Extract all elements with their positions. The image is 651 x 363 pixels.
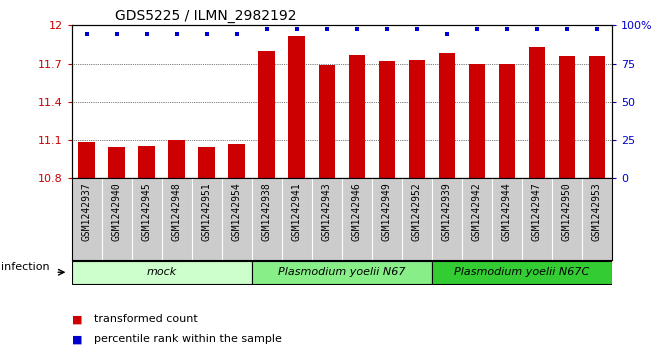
Point: [201, 31, 212, 37]
Text: GSM1242937: GSM1242937: [81, 182, 92, 241]
Text: GSM1242950: GSM1242950: [562, 182, 572, 241]
Bar: [499, 64, 515, 178]
Point: [111, 31, 122, 37]
Bar: [139, 146, 155, 178]
Point: [292, 26, 302, 32]
Text: GSM1242941: GSM1242941: [292, 182, 302, 241]
Bar: [378, 61, 395, 178]
Text: GSM1242942: GSM1242942: [472, 182, 482, 241]
Text: GSM1242940: GSM1242940: [111, 182, 122, 241]
Point: [411, 26, 422, 32]
Text: Plasmodium yoelii N67: Plasmodium yoelii N67: [278, 267, 406, 277]
Text: percentile rank within the sample: percentile rank within the sample: [94, 334, 283, 344]
Text: GSM1242938: GSM1242938: [262, 182, 271, 241]
FancyBboxPatch shape: [432, 261, 612, 284]
Text: GSM1242954: GSM1242954: [232, 182, 242, 241]
Point: [532, 26, 542, 32]
Bar: [469, 64, 485, 178]
Point: [141, 31, 152, 37]
Point: [262, 26, 272, 32]
Point: [381, 26, 392, 32]
Text: ■: ■: [72, 314, 82, 325]
Text: GSM1242947: GSM1242947: [532, 182, 542, 241]
Text: GSM1242953: GSM1242953: [592, 182, 602, 241]
Bar: [559, 56, 575, 178]
Bar: [288, 36, 305, 178]
Bar: [229, 143, 245, 178]
Text: GSM1242945: GSM1242945: [142, 182, 152, 241]
Bar: [348, 54, 365, 178]
Bar: [78, 142, 95, 178]
Point: [322, 26, 332, 32]
Point: [592, 26, 602, 32]
Text: GDS5225 / ILMN_2982192: GDS5225 / ILMN_2982192: [115, 9, 296, 23]
Text: transformed count: transformed count: [94, 314, 198, 325]
Bar: [169, 140, 185, 178]
Text: GSM1242946: GSM1242946: [352, 182, 362, 241]
Text: GSM1242948: GSM1242948: [172, 182, 182, 241]
Text: infection: infection: [1, 262, 50, 272]
Text: ■: ■: [72, 334, 82, 344]
Text: GSM1242939: GSM1242939: [442, 182, 452, 241]
Text: GSM1242944: GSM1242944: [502, 182, 512, 241]
Bar: [589, 56, 605, 178]
Point: [471, 26, 482, 32]
Bar: [409, 60, 425, 178]
Bar: [318, 65, 335, 178]
Text: Plasmodium yoelii N67C: Plasmodium yoelii N67C: [454, 267, 590, 277]
Text: GSM1242943: GSM1242943: [322, 182, 332, 241]
Bar: [258, 51, 275, 178]
Point: [502, 26, 512, 32]
Point: [171, 31, 182, 37]
FancyBboxPatch shape: [72, 261, 252, 284]
Bar: [529, 47, 545, 178]
Point: [441, 31, 452, 37]
Text: mock: mock: [146, 267, 177, 277]
Text: GSM1242951: GSM1242951: [202, 182, 212, 241]
Bar: [439, 53, 455, 178]
FancyBboxPatch shape: [252, 261, 432, 284]
Bar: [199, 147, 215, 178]
Point: [81, 31, 92, 37]
Text: GSM1242949: GSM1242949: [381, 182, 392, 241]
Text: GSM1242952: GSM1242952: [412, 182, 422, 241]
Bar: [108, 147, 125, 178]
Point: [352, 26, 362, 32]
Point: [562, 26, 572, 32]
Point: [232, 31, 242, 37]
